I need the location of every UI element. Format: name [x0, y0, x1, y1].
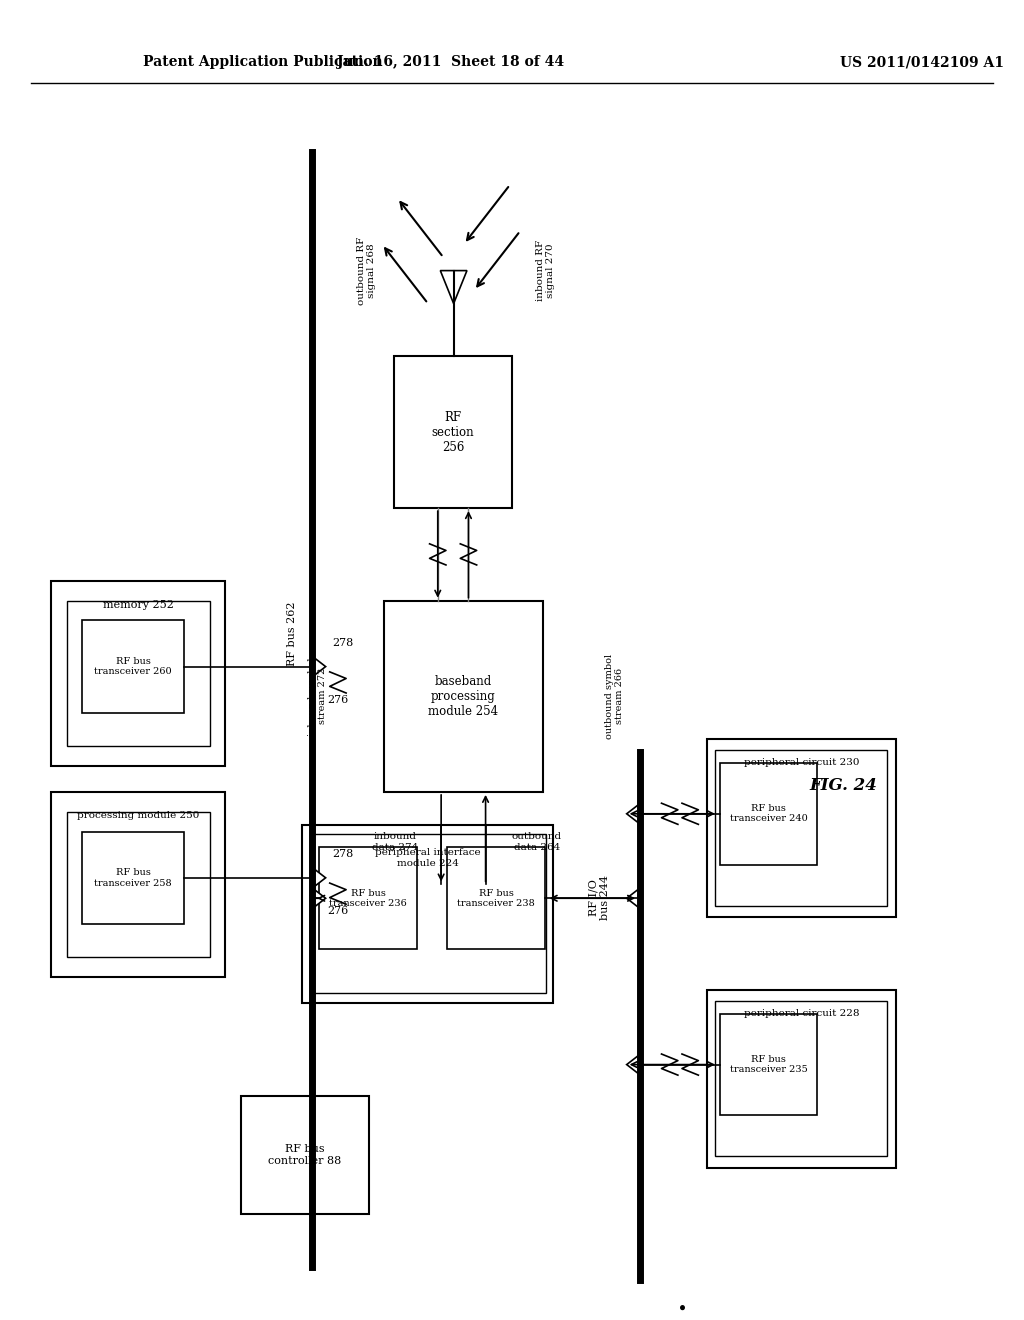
Text: peripheral interface
module 224: peripheral interface module 224 [375, 849, 480, 867]
Text: 276: 276 [328, 694, 348, 705]
Text: inbound symbol
stream 272: inbound symbol stream 272 [308, 657, 327, 735]
Bar [310, 834, 546, 993]
Text: RF bus
transceiver 236: RF bus transceiver 236 [330, 888, 407, 908]
Bar [241, 1096, 369, 1214]
Text: peripheral circuit 228: peripheral circuit 228 [743, 1010, 859, 1018]
Bar [707, 739, 896, 917]
Text: memory 252: memory 252 [102, 599, 174, 610]
Polygon shape [312, 656, 326, 677]
Polygon shape [440, 271, 467, 304]
Text: US 2011/0142109 A1: US 2011/0142109 A1 [840, 55, 1004, 69]
Bar [715, 750, 887, 906]
Text: RF bus 262: RF bus 262 [287, 602, 297, 665]
Bar [302, 825, 553, 1003]
Text: 278: 278 [333, 849, 353, 859]
Polygon shape [627, 1055, 640, 1074]
Bar [447, 847, 545, 949]
Text: peripheral circuit 230: peripheral circuit 230 [743, 759, 859, 767]
Text: RF I/O
bus 244: RF I/O bus 244 [588, 875, 610, 920]
Polygon shape [627, 804, 640, 824]
Text: RF bus
controller 88: RF bus controller 88 [268, 1144, 341, 1166]
Bar [720, 763, 817, 865]
Text: Jun. 16, 2011  Sheet 18 of 44: Jun. 16, 2011 Sheet 18 of 44 [337, 55, 564, 69]
Bar [707, 990, 896, 1168]
Text: baseband
processing
module 254: baseband processing module 254 [428, 675, 499, 718]
Text: outbound
data 264: outbound data 264 [512, 833, 562, 851]
Bar [319, 847, 417, 949]
Bar [82, 620, 184, 713]
Bar [715, 1001, 887, 1156]
Bar [394, 356, 512, 508]
Text: RF bus
transceiver 258: RF bus transceiver 258 [94, 869, 172, 887]
Bar [51, 581, 225, 766]
Text: RF
section
256: RF section 256 [432, 411, 474, 454]
Text: Patent Application Publication: Patent Application Publication [143, 55, 383, 69]
Bar [67, 812, 210, 957]
Bar [384, 601, 543, 792]
Polygon shape [312, 888, 326, 908]
Bar [67, 601, 210, 746]
Text: inbound
data 274: inbound data 274 [372, 833, 418, 851]
Text: • • •: • • • [677, 1302, 695, 1320]
Text: processing module 250: processing module 250 [77, 812, 200, 820]
Text: FIG. 24: FIG. 24 [809, 777, 877, 793]
Text: RF bus
transceiver 240: RF bus transceiver 240 [730, 804, 807, 824]
Bar [720, 1014, 817, 1115]
Text: outbound RF
signal 268: outbound RF signal 268 [357, 236, 376, 305]
Polygon shape [627, 888, 640, 908]
Text: inbound RF
signal 270: inbound RF signal 270 [537, 240, 555, 301]
Text: 278: 278 [333, 638, 353, 648]
Polygon shape [312, 867, 326, 888]
Bar [51, 792, 225, 977]
Text: 276: 276 [328, 906, 348, 916]
Text: RF bus
transceiver 235: RF bus transceiver 235 [730, 1055, 807, 1074]
Text: RF bus
transceiver 260: RF bus transceiver 260 [94, 657, 172, 676]
Text: outbound symbol
stream 266: outbound symbol stream 266 [605, 653, 624, 739]
Bar [82, 832, 184, 924]
Text: RF bus
transceiver 238: RF bus transceiver 238 [458, 888, 535, 908]
